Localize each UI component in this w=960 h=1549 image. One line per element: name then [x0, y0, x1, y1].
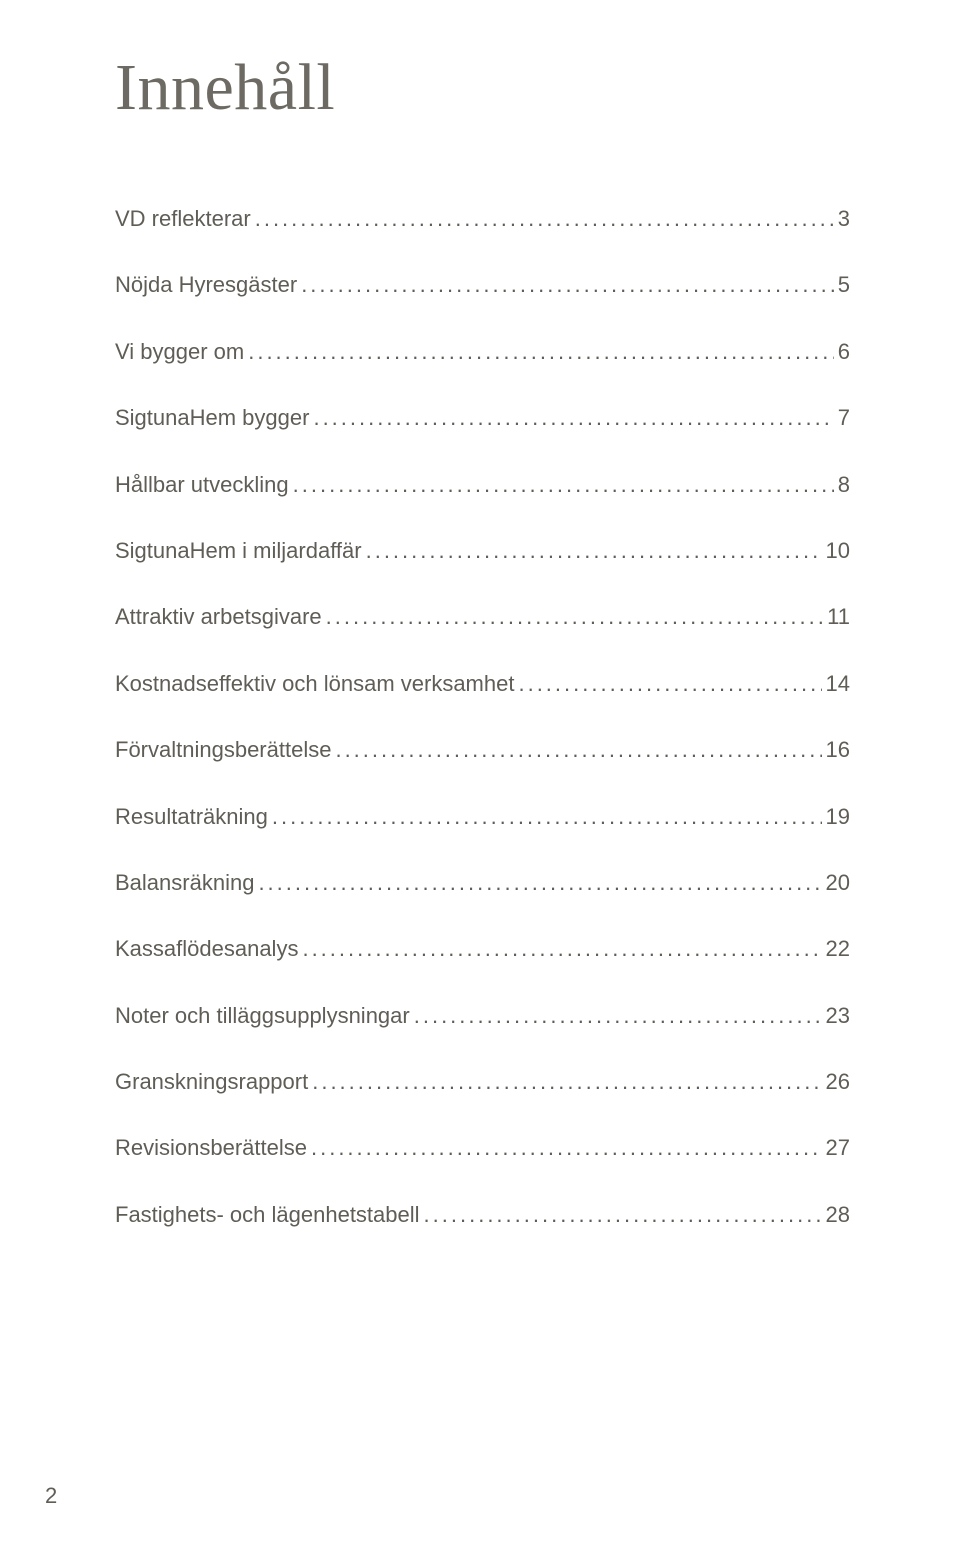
page-number: 2: [45, 1483, 57, 1509]
toc-item-page: 26: [826, 1069, 850, 1095]
toc-item-leader: [301, 272, 834, 298]
toc-item-leader: [414, 1003, 822, 1029]
toc-item-label: Förvaltningsberättelse: [115, 737, 331, 763]
toc-item-label: Nöjda Hyresgäster: [115, 272, 297, 298]
toc-item-label: Fastighets- och lägenhetstabell: [115, 1202, 420, 1228]
toc-item: SigtunaHem bygger 7: [115, 405, 850, 431]
toc-item: Noter och tilläggsupplysningar 23: [115, 1003, 850, 1029]
toc-item: SigtunaHem i miljardaffär 10: [115, 538, 850, 564]
page-title: Innehåll: [115, 50, 870, 126]
toc-item-label: Hållbar utveckling: [115, 472, 289, 498]
toc-item: Granskningsrapport 26: [115, 1069, 850, 1095]
toc-item-page: 23: [826, 1003, 850, 1029]
toc-item-leader: [255, 206, 834, 232]
toc-item-label: SigtunaHem bygger: [115, 405, 309, 431]
page-container: Innehåll VD reflekterar 3 Nöjda Hyresgäste…: [0, 0, 960, 1549]
toc-item-leader: [272, 804, 822, 830]
toc-item: Revisionsberättelse 27: [115, 1135, 850, 1161]
toc-item-label: SigtunaHem i miljardaffär: [115, 538, 362, 564]
toc-item-leader: [258, 870, 821, 896]
toc-item: Balansräkning 20: [115, 870, 850, 896]
toc-item: Hållbar utveckling 8: [115, 472, 850, 498]
toc-item-page: 27: [826, 1135, 850, 1161]
toc-item: Kostnadseffektiv och lönsam verksamhet 14: [115, 671, 850, 697]
toc-item-leader: [311, 1135, 822, 1161]
toc-item-label: Vi bygger om: [115, 339, 244, 365]
toc-item-page: 11: [827, 604, 850, 630]
toc-item-label: Attraktiv arbetsgivare: [115, 604, 322, 630]
toc-item-leader: [248, 339, 834, 365]
toc-item: Kassaflödesanalys 22: [115, 936, 850, 962]
toc-item-label: Kassaflödesanalys: [115, 936, 298, 962]
toc-item-page: 20: [826, 870, 850, 896]
toc-item-page: 5: [838, 272, 850, 298]
toc-item-leader: [424, 1202, 822, 1228]
toc-list: VD reflekterar 3 Nöjda Hyresgäster 5 Vi bygg…: [115, 206, 850, 1228]
toc-item-leader: [366, 538, 822, 564]
toc-item-page: 16: [826, 737, 850, 763]
toc-item-leader: [326, 604, 824, 630]
toc-item-label: Granskningsrapport: [115, 1069, 308, 1095]
toc-item-page: 3: [838, 206, 850, 232]
toc-item-leader: [335, 737, 821, 763]
toc-item-leader: [293, 472, 834, 498]
toc-item: Nöjda Hyresgäster 5: [115, 272, 850, 298]
toc-item-page: 10: [826, 538, 850, 564]
toc-item-leader: [312, 1069, 821, 1095]
toc-item-leader: [302, 936, 821, 962]
toc-item-page: 28: [826, 1202, 850, 1228]
toc-item-label: Revisionsberättelse: [115, 1135, 307, 1161]
toc-item-leader: [313, 405, 833, 431]
toc-item: Förvaltningsberättelse 16: [115, 737, 850, 763]
toc-item-page: 6: [838, 339, 850, 365]
toc-item-page: 14: [826, 671, 850, 697]
toc-item-label: VD reflekterar: [115, 206, 251, 232]
toc-item-label: Resultaträkning: [115, 804, 268, 830]
toc-item-label: Noter och tilläggsupplysningar: [115, 1003, 410, 1029]
toc-item: Fastighets- och lägenhetstabell 28: [115, 1202, 850, 1228]
toc-item-page: 19: [826, 804, 850, 830]
toc-item-page: 7: [838, 405, 850, 431]
toc-item-page: 22: [826, 936, 850, 962]
toc-item: VD reflekterar 3: [115, 206, 850, 232]
toc-item-page: 8: [838, 472, 850, 498]
toc-item: Vi bygger om 6: [115, 339, 850, 365]
toc-item: Attraktiv arbetsgivare 11: [115, 604, 850, 630]
toc-item-label: Kostnadseffektiv och lönsam verksamhet: [115, 671, 514, 697]
toc-item-label: Balansräkning: [115, 870, 254, 896]
toc-item: Resultaträkning 19: [115, 804, 850, 830]
toc-item-leader: [518, 671, 821, 697]
